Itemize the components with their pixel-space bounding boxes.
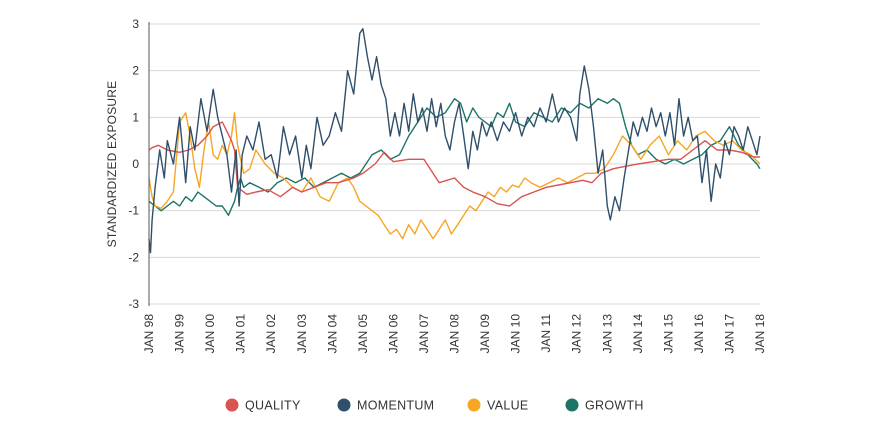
x-tick-label: JAN 03 — [295, 314, 309, 354]
y-tick-label: 2 — [132, 64, 139, 78]
x-tick-label: JAN 00 — [203, 314, 217, 354]
x-tick-label: JAN 16 — [692, 314, 706, 354]
legend-label-growth: GROWTH — [585, 399, 644, 413]
x-tick-label: JAN 14 — [631, 314, 645, 354]
y-tick-labels: 3 2 1 0 -1 -2 -3 — [128, 17, 139, 311]
series-lines — [148, 28, 761, 254]
x-tick-label: JAN 13 — [600, 314, 614, 354]
x-tick-label: JAN 01 — [234, 314, 248, 354]
x-tick-label: JAN 15 — [661, 314, 675, 354]
legend: QUALITY MOMENTUM VALUE GROWTH — [225, 398, 644, 413]
series-line-momentum — [148, 28, 761, 254]
x-tick-label: JAN 07 — [417, 314, 431, 354]
legend-swatch-growth — [565, 398, 579, 412]
legend-label-momentum: MOMENTUM — [357, 399, 434, 413]
legend-label-value: VALUE — [487, 399, 529, 413]
x-tick-label: JAN 06 — [386, 314, 400, 354]
x-tick-label: JAN 04 — [325, 314, 339, 354]
x-tick-label: JAN 12 — [570, 314, 584, 354]
x-tick-label: JAN 11 — [539, 314, 553, 353]
legend-swatch-quality — [225, 398, 239, 412]
x-tick-label: JAN 99 — [173, 314, 187, 354]
x-tick-label: JAN 08 — [448, 314, 462, 354]
x-tick-label: JAN 05 — [356, 314, 370, 354]
y-tick-label: -1 — [128, 204, 139, 218]
x-tick-labels: JAN 98 JAN 99 JAN 00 JAN 01 JAN 02 JAN 03 JAN … — [142, 314, 767, 354]
x-tick-label: JAN 10 — [509, 314, 523, 354]
x-tick-label: JAN 98 — [142, 314, 156, 354]
y-tick-label: 3 — [132, 17, 139, 31]
x-tick-label: JAN 09 — [478, 314, 492, 354]
y-tick-label: 0 — [132, 157, 139, 171]
series-line-value — [148, 111, 761, 240]
x-tick-label: JAN 17 — [722, 314, 736, 354]
x-tick-label: JAN 18 — [753, 314, 767, 354]
gridlines — [149, 23, 760, 305]
y-axis-label: STANDARDIZED EXPOSURE — [105, 81, 119, 248]
legend-label-quality: QUALITY — [245, 399, 301, 413]
y-tick-label: -2 — [128, 250, 139, 264]
x-tick-label: JAN 02 — [264, 314, 278, 354]
legend-swatch-momentum — [337, 398, 351, 412]
legend-swatch-value — [467, 398, 481, 412]
y-tick-label: 1 — [132, 110, 139, 124]
series-line-growth — [148, 97, 761, 217]
series-line-quality — [148, 121, 760, 207]
y-tick-label: -3 — [128, 297, 139, 311]
